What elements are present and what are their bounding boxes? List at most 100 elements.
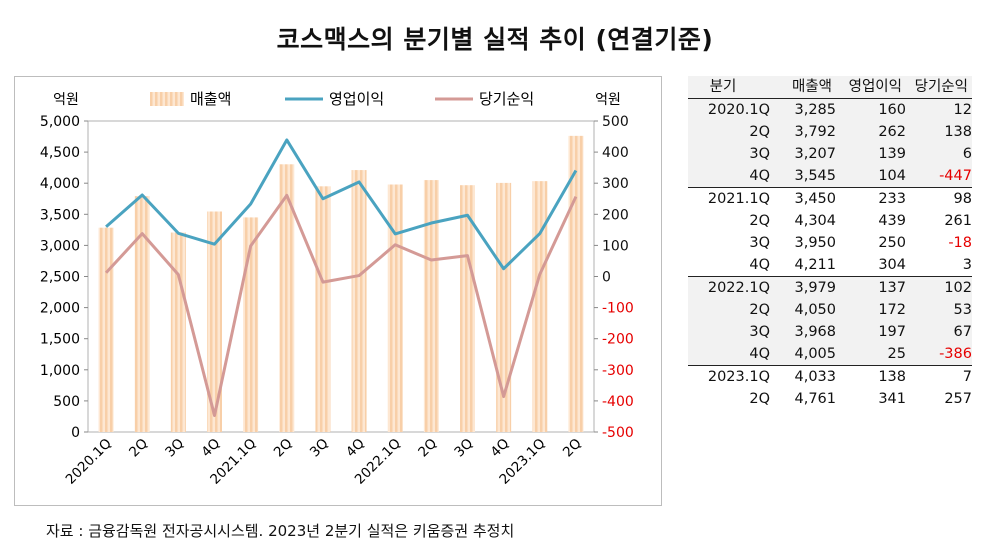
right-tick-label: -200 bbox=[602, 332, 634, 348]
table-cell: -18 bbox=[948, 235, 972, 251]
table-row: 4Q 3,545 104 -447 bbox=[688, 165, 972, 187]
legend-sales-label: 매출액 bbox=[190, 90, 231, 108]
right-tick-label: 0 bbox=[602, 270, 611, 286]
left-tick-label: 5,000 bbox=[40, 114, 80, 130]
sales-bar bbox=[98, 227, 114, 432]
table-header-cell: 매출액 bbox=[791, 79, 832, 95]
table-cell: 3,968 bbox=[794, 324, 836, 340]
table-cell: 439 bbox=[878, 213, 906, 229]
table-cell: 6 bbox=[962, 146, 972, 162]
table-cell: 197 bbox=[878, 324, 906, 340]
operating-profit-line bbox=[105, 138, 578, 271]
sales-bar bbox=[387, 184, 403, 432]
left-tick-label: 500 bbox=[53, 394, 80, 410]
table-cell: 3,792 bbox=[794, 124, 836, 140]
table-cell: 4,005 bbox=[794, 346, 836, 362]
table-header-row: 분기 매출액 영업이익 당기순익 bbox=[688, 76, 972, 99]
table-row: 3Q 3,968 197 67 bbox=[688, 321, 972, 343]
table-row: 4Q 4,211 304 3 bbox=[688, 254, 972, 276]
x-tick-label: 3Q bbox=[162, 436, 187, 461]
sales-bar bbox=[496, 182, 512, 432]
sales-bar bbox=[243, 217, 259, 432]
x-tick-label: 3Q bbox=[451, 436, 476, 461]
table-cell: -447 bbox=[939, 168, 972, 184]
right-tick-label: -100 bbox=[602, 301, 634, 317]
sales-bar bbox=[170, 232, 186, 432]
right-tick-label: 100 bbox=[602, 238, 629, 254]
table-cell: 4,211 bbox=[794, 257, 836, 273]
table-row: 3Q 3,207 139 6 bbox=[688, 143, 972, 165]
sales-bar bbox=[423, 180, 439, 432]
left-tick-label: 1,000 bbox=[40, 363, 80, 379]
left-tick-label: 4,500 bbox=[40, 145, 80, 161]
table-row: 3Q 3,950 250 -18 bbox=[688, 232, 972, 254]
left-tick-label: 1,500 bbox=[40, 332, 80, 348]
table-cell: 304 bbox=[878, 257, 906, 273]
table-cell: 3,950 bbox=[794, 235, 836, 251]
table-cell: 3,545 bbox=[794, 168, 836, 184]
right-axis-unit: 억원 bbox=[595, 92, 621, 108]
table-cell: 3 bbox=[962, 257, 972, 273]
left-axis-unit: 억원 bbox=[53, 92, 79, 108]
table-cell: 4Q bbox=[749, 168, 770, 184]
right-tick-label: 200 bbox=[602, 207, 629, 223]
right-tick-label: 300 bbox=[602, 176, 629, 192]
table-cell: 139 bbox=[878, 146, 906, 162]
right-tick-label: -300 bbox=[602, 363, 634, 379]
left-tick-label: 2,000 bbox=[40, 301, 80, 317]
table-cell: 2023.1Q bbox=[707, 369, 770, 385]
table-cell: 67 bbox=[953, 324, 972, 340]
x-tick-label: 2Q bbox=[560, 436, 585, 461]
table-cell: 4,050 bbox=[794, 302, 836, 318]
table-cell: 257 bbox=[944, 391, 972, 407]
page-title: 코스맥스의 분기별 실적 추이 (연결기준) bbox=[276, 25, 714, 54]
table-cell: 138 bbox=[878, 369, 906, 385]
x-tick-label: 4Q bbox=[343, 436, 368, 461]
table-cell: 4Q bbox=[749, 346, 770, 362]
sales-bar bbox=[207, 211, 222, 432]
left-tick-label: 3,000 bbox=[40, 238, 80, 254]
table-header-cell: 당기순익 bbox=[914, 79, 968, 95]
right-tick-label: 500 bbox=[602, 114, 629, 130]
sales-bar bbox=[279, 164, 295, 432]
table-cell: 2Q bbox=[749, 302, 770, 318]
x-tick-label: 2Q bbox=[126, 436, 151, 461]
table-cell: 172 bbox=[878, 302, 906, 318]
table-cell: 138 bbox=[944, 124, 972, 140]
x-tick-label: 3Q bbox=[307, 436, 332, 461]
table-cell: 3,450 bbox=[794, 191, 836, 207]
table-cell: 4,304 bbox=[794, 213, 836, 229]
table-cell: 3,285 bbox=[794, 102, 836, 118]
table-cell: 104 bbox=[878, 168, 906, 184]
right-tick-label: 400 bbox=[602, 145, 629, 161]
table-row: 2Q 3,792 262 138 bbox=[688, 121, 972, 143]
sales-bar bbox=[532, 181, 548, 432]
table-row: 2Q 4,304 439 261 bbox=[688, 210, 972, 232]
x-tick-label: 4Q bbox=[198, 436, 223, 461]
table-cell: 2Q bbox=[749, 391, 770, 407]
table-cell: 3Q bbox=[749, 146, 770, 162]
table-cell: 4,033 bbox=[794, 369, 836, 385]
x-tick-label: 2Q bbox=[415, 436, 440, 461]
table-cell: 233 bbox=[878, 191, 906, 207]
table-cell: 341 bbox=[878, 391, 906, 407]
table-row: 2022.1Q 3,979 137 102 bbox=[688, 276, 972, 299]
results-table: 분기 매출액 영업이익 당기순익 2020.1Q 3,285 160 12 2Q 3,792 262… bbox=[688, 76, 972, 410]
table-cell: -386 bbox=[939, 346, 972, 362]
source-note: 자료 : 금융감독원 전자공시시스템. 2023년 2분기 실적은 키움증권 추… bbox=[46, 522, 515, 540]
table-cell: 12 bbox=[953, 102, 972, 118]
table-header-cell: 영업이익 bbox=[848, 79, 902, 95]
table-cell: 53 bbox=[953, 302, 972, 318]
table-cell: 4Q bbox=[749, 257, 770, 273]
table-cell: 3,979 bbox=[794, 280, 836, 296]
left-tick-label: 0 bbox=[71, 425, 80, 441]
sales-bar bbox=[351, 170, 367, 432]
sales-bar bbox=[568, 135, 584, 433]
x-tick-label: 2020.1Q bbox=[63, 436, 115, 488]
table-cell: 2021.1Q bbox=[707, 191, 770, 207]
sales-bar bbox=[460, 185, 475, 432]
table-cell: 25 bbox=[887, 346, 906, 362]
table-cell: 98 bbox=[953, 191, 972, 207]
table-row: 2Q 4,761 341 257 bbox=[688, 388, 972, 410]
legend-sales-swatch bbox=[150, 92, 184, 106]
